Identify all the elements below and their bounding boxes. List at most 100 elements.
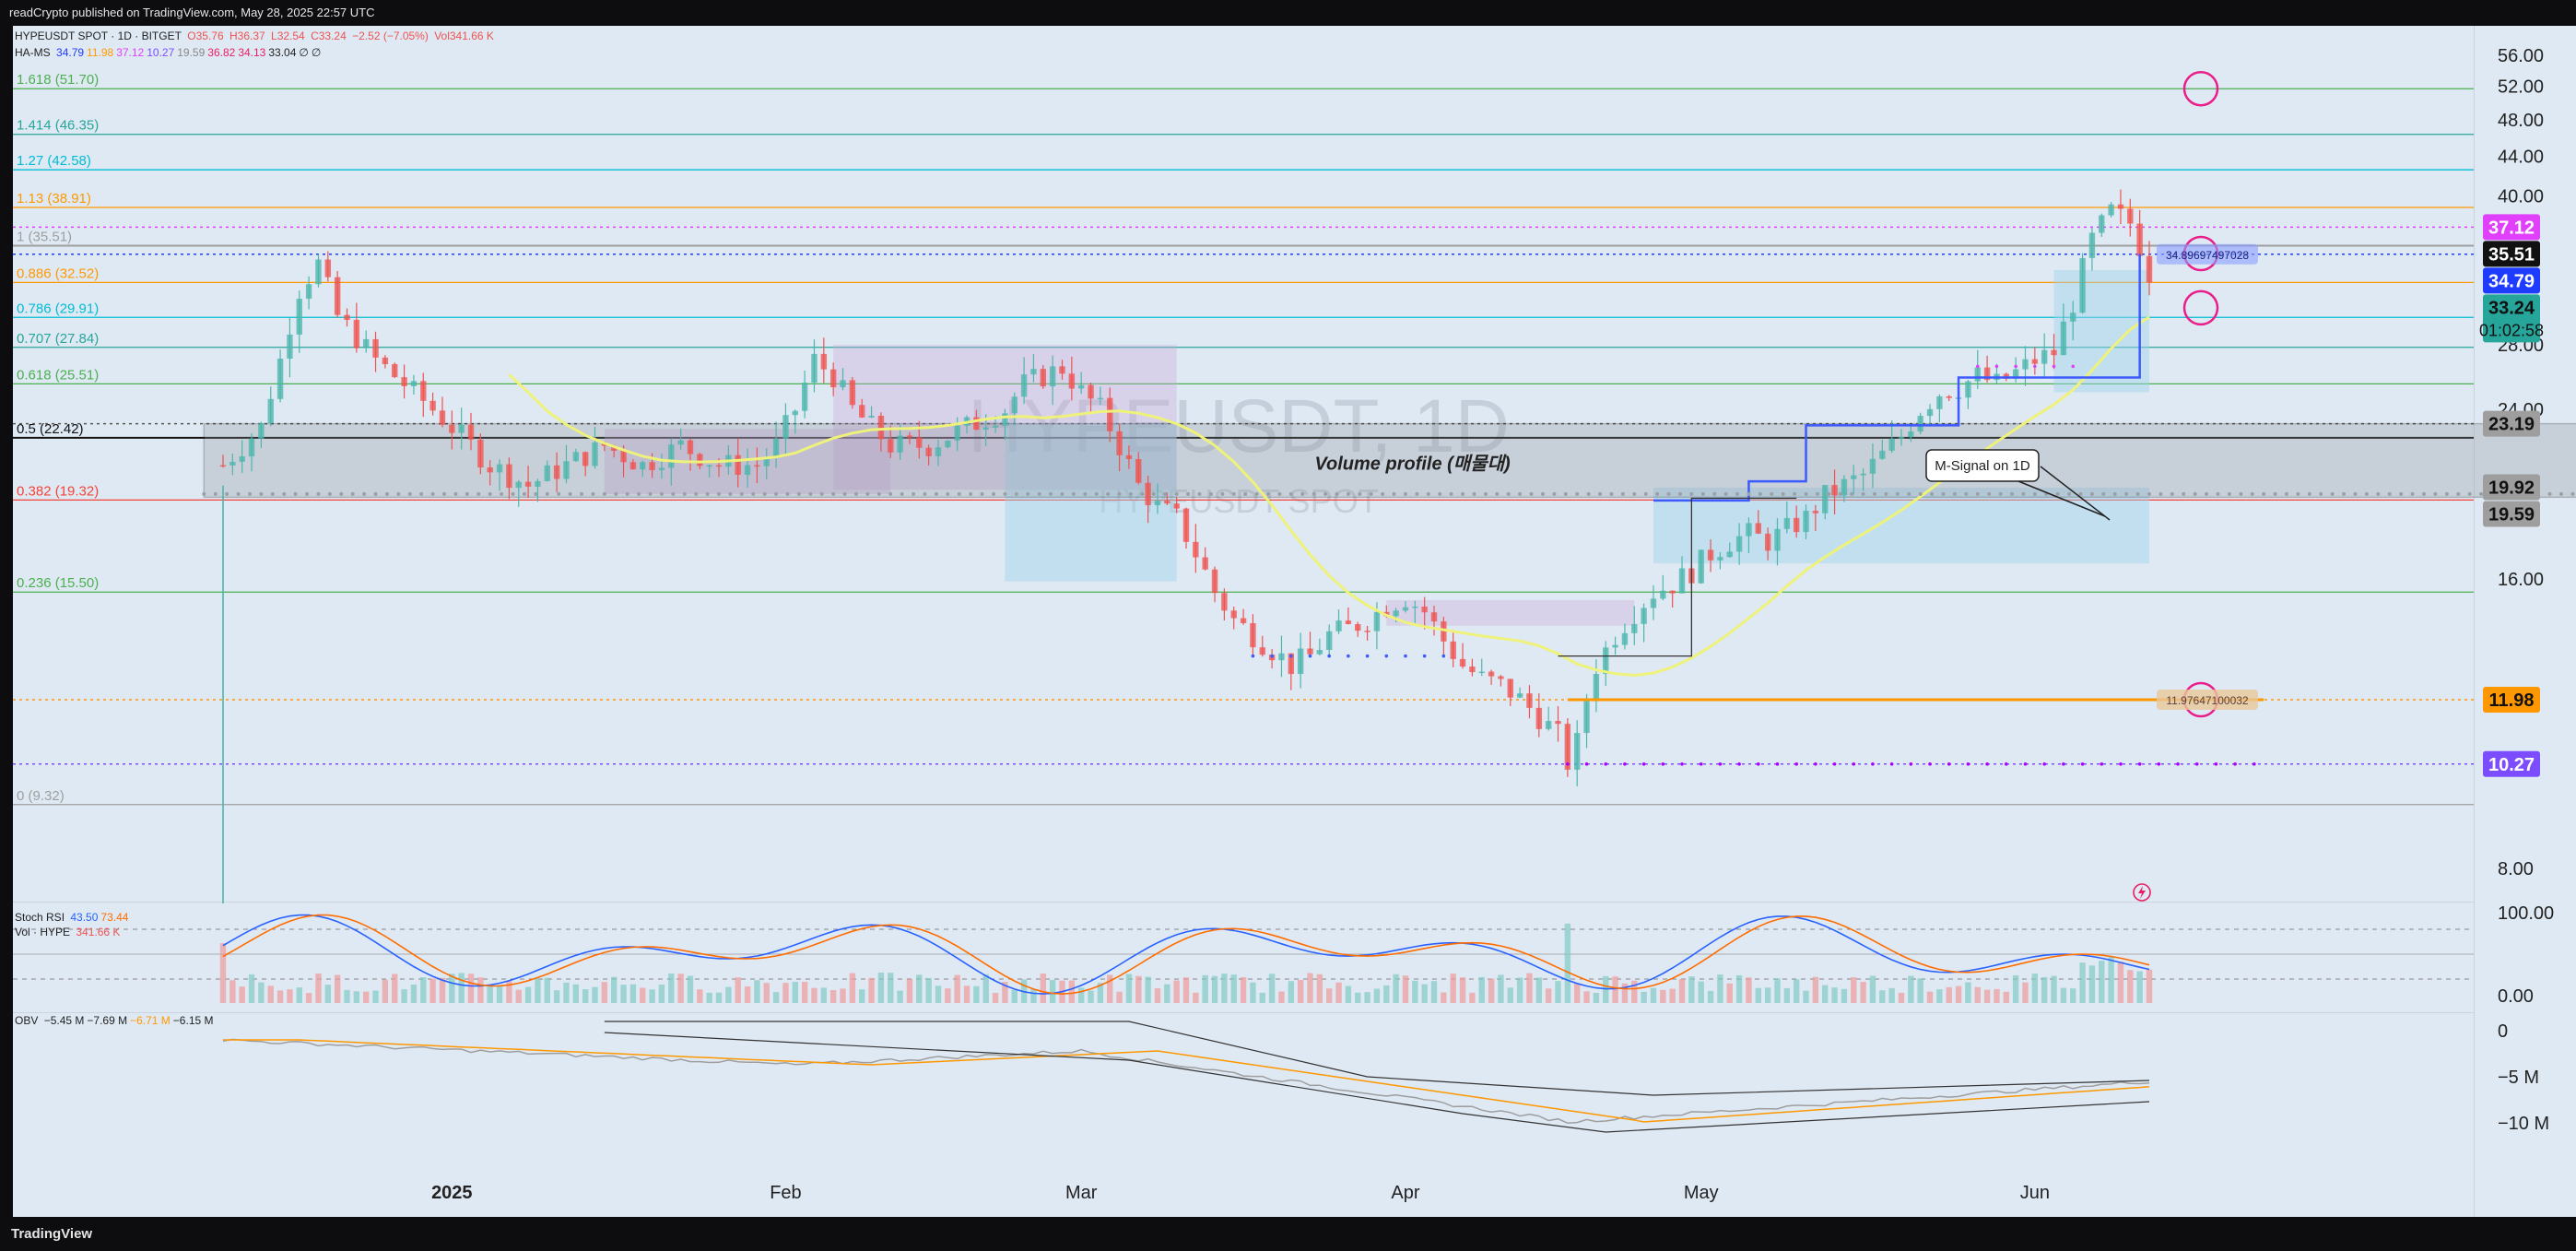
- marker-dot: [1632, 491, 1637, 496]
- marker-dot: [500, 491, 504, 496]
- marker-dot: [1335, 491, 1339, 496]
- range-box: [2053, 269, 2149, 393]
- stoch-k-line: [222, 914, 2150, 995]
- marker-dot: [637, 491, 641, 496]
- candle: [1793, 505, 1800, 538]
- marker-dot: [1415, 491, 1419, 496]
- marker-dot: [1461, 491, 1465, 496]
- candle: [239, 440, 245, 474]
- candle: [2051, 334, 2057, 370]
- marker-dot: [1094, 491, 1099, 496]
- marker-dot: [1289, 654, 1293, 658]
- svg-text:M-Signal on 1D: M-Signal on 1D: [1935, 458, 2030, 474]
- marker-dot: [1737, 761, 1741, 766]
- marker-dot: [625, 491, 629, 496]
- volume-bar: [1917, 978, 1923, 1003]
- marker-dot: [1832, 761, 1837, 766]
- marker-dot: [2055, 491, 2060, 496]
- candle: [1297, 632, 1304, 689]
- candle: [1193, 524, 1199, 573]
- marker-dot: [1700, 491, 1705, 496]
- volume-bar: [1173, 980, 1180, 1003]
- candle: [2136, 209, 2143, 260]
- published-text: readCrypto published on TradingView.com,…: [9, 6, 375, 19]
- obv-name: OBV: [15, 1014, 39, 1027]
- marker-dot: [1947, 761, 1951, 766]
- marker-dot: [2284, 491, 2288, 496]
- volume-bar: [535, 978, 541, 1003]
- marker-dot: [1083, 491, 1088, 496]
- svg-text:33.24: 33.24: [2488, 298, 2535, 318]
- volume-bar: [668, 973, 675, 1003]
- marker-dot: [2112, 491, 2117, 496]
- volume-bar: [1278, 991, 1285, 1003]
- marker-dot: [1770, 491, 1774, 496]
- candle: [1707, 539, 1714, 572]
- volume-bar: [1793, 979, 1800, 1003]
- volume-bar: [1230, 974, 1237, 1003]
- candle: [906, 431, 913, 444]
- volume-bar: [1250, 982, 1256, 1003]
- candle: [1545, 706, 1552, 731]
- candle: [1926, 404, 1934, 426]
- chart-area[interactable]: HYPEUSDT, 1D HYPEUSDT SPOT 1.618 (51.70)…: [13, 26, 2576, 1217]
- marker-dot: [1186, 491, 1191, 496]
- volume-bar: [877, 972, 885, 1003]
- volume-bar: [1259, 992, 1265, 1003]
- volume-bar: [840, 988, 846, 1003]
- marker-dot: [545, 491, 549, 496]
- candle: [888, 425, 894, 459]
- volume-bar: [1955, 985, 1962, 1003]
- marker-dot: [1540, 491, 1545, 496]
- marker-dot: [1300, 491, 1305, 496]
- marker-dot: [2410, 491, 2415, 496]
- volume-bar: [1755, 987, 1761, 1003]
- marker-dot: [1277, 491, 1282, 496]
- candle: [1154, 483, 1161, 514]
- marker-dot: [934, 491, 938, 496]
- candle: [1364, 625, 1370, 641]
- marker-dot: [1449, 491, 1453, 496]
- marker-dot: [602, 491, 606, 496]
- candle: [439, 396, 446, 428]
- range-box: [1386, 600, 1635, 626]
- candle: [582, 451, 589, 477]
- candle: [1211, 566, 1218, 603]
- candle: [1030, 354, 1037, 383]
- volume-bar: [2070, 988, 2076, 1003]
- candle: [2041, 333, 2048, 378]
- marker-dot: [1952, 491, 1957, 496]
- countdown-label: 01:02:58: [2479, 321, 2544, 339]
- ha-ms-value: 19.59: [177, 46, 206, 59]
- volume-bar: [1879, 990, 1886, 1003]
- volume-bar: [1631, 980, 1638, 1003]
- volume-bar: [553, 990, 560, 1003]
- chart-svg[interactable]: HYPEUSDT, 1D HYPEUSDT SPOT 1.618 (51.70)…: [13, 26, 2576, 1217]
- marker-dot: [430, 491, 435, 496]
- volume-bar: [1097, 983, 1104, 1003]
- lightning-icon[interactable]: [2133, 883, 2151, 902]
- marker-dot: [1308, 654, 1312, 658]
- volume-bar: [1983, 989, 1991, 1003]
- marker-dot: [2547, 491, 2552, 496]
- volume-bar: [1412, 980, 1418, 1003]
- marker-dot: [1909, 761, 1913, 766]
- candle: [735, 438, 741, 488]
- volume-bar: [1402, 975, 1409, 1003]
- marker-dot: [614, 491, 618, 496]
- volume-bar: [1498, 974, 1504, 1003]
- marker-dot: [1552, 491, 1557, 496]
- marker-dot: [1584, 761, 1589, 766]
- obv-envelope-line: [604, 1021, 2150, 1096]
- candle: [467, 412, 475, 451]
- marker-dot: [236, 491, 241, 496]
- x-axis-tick-label: 2025: [431, 1183, 473, 1203]
- volume-bar: [267, 985, 274, 1003]
- volume-value: 341.66 K: [76, 926, 121, 938]
- candle: [1564, 718, 1571, 777]
- volume-bar: [1764, 987, 1771, 1003]
- candle: [334, 270, 341, 318]
- tradingview-logo[interactable]: TradingView: [11, 1226, 93, 1242]
- stoch-d-line: [222, 914, 2150, 995]
- candle: [506, 457, 512, 500]
